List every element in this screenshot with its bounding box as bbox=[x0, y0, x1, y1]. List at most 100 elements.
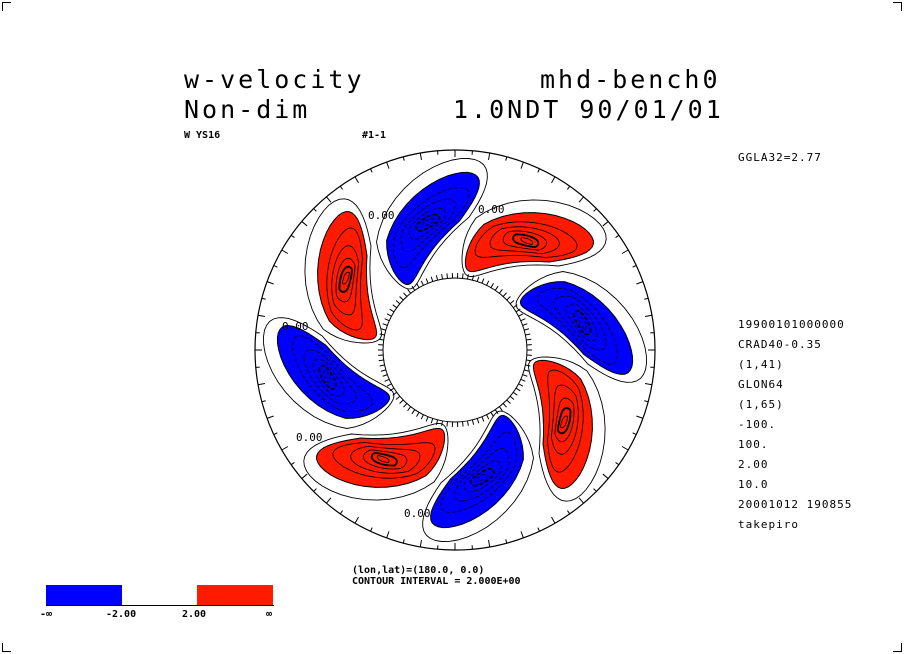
inner-boundary-tick bbox=[386, 383, 392, 387]
axis-tick bbox=[505, 539, 508, 544]
inner-boundary-tick bbox=[498, 289, 503, 294]
zero-contour-line bbox=[515, 271, 647, 383]
inner-boundary-tick bbox=[441, 274, 443, 280]
axis-tick bbox=[261, 400, 266, 403]
inner-boundary bbox=[382, 277, 528, 423]
contour-line bbox=[392, 187, 470, 269]
zero-contour-line bbox=[528, 356, 606, 502]
axis-tick bbox=[313, 208, 317, 212]
contour-line bbox=[536, 287, 618, 365]
inner-boundary-tick bbox=[515, 308, 521, 313]
positive-velocity-cell bbox=[317, 211, 378, 341]
axis-tick bbox=[290, 234, 295, 238]
corner-mark-bottom-left bbox=[2, 643, 11, 652]
axis-tick bbox=[281, 446, 289, 451]
colorbar-label-pos-inf: ∞ bbox=[266, 609, 273, 620]
axis-tick bbox=[551, 516, 556, 524]
axis-tick bbox=[313, 488, 317, 492]
inner-boundary-tick bbox=[518, 313, 524, 317]
inner-boundary-tick bbox=[476, 418, 480, 424]
metadata-list: 19900101000000 CRAD40-0.35 (1,41) GLON64… bbox=[738, 318, 852, 538]
axis-tick bbox=[257, 314, 266, 317]
contour-line bbox=[556, 407, 572, 435]
inner-boundary-tick bbox=[399, 399, 404, 404]
zero-contour-label: 0.00 bbox=[478, 203, 505, 216]
inner-boundary-tick bbox=[416, 283, 420, 288]
inner-boundary-tick bbox=[399, 296, 404, 301]
inner-boundary-tick bbox=[407, 406, 412, 411]
inner-boundary-tick bbox=[380, 328, 386, 331]
contour-line bbox=[370, 451, 398, 467]
contour-line bbox=[422, 218, 436, 226]
inner-boundary-tick bbox=[389, 308, 395, 313]
axis-tick bbox=[644, 400, 649, 403]
axis-tick bbox=[578, 497, 584, 504]
inner-boundary-tick bbox=[524, 328, 530, 331]
colorbar-label-neg-inf: -∞ bbox=[40, 609, 53, 620]
inner-boundary-tick bbox=[395, 395, 401, 400]
inner-boundary-tick bbox=[435, 419, 439, 425]
inner-boundary-tick bbox=[411, 409, 416, 415]
axis-tick bbox=[419, 152, 422, 161]
experiment-title: mhd-bench0 bbox=[540, 65, 721, 94]
zero-contour-label: 0.00 bbox=[282, 320, 309, 333]
metadata-line: 19900101000000 bbox=[738, 318, 845, 331]
zero-contour-line bbox=[304, 198, 382, 344]
axis-tick bbox=[339, 185, 343, 190]
colorbar-negative-segment bbox=[46, 585, 122, 605]
time-title: 1.0NDT 90/01/01 bbox=[453, 95, 724, 124]
contour-line bbox=[560, 415, 568, 429]
axis-tick bbox=[257, 383, 266, 386]
axis-tick bbox=[273, 432, 278, 435]
axis-tick bbox=[261, 297, 266, 300]
inner-boundary-tick bbox=[520, 318, 526, 322]
axis-tick bbox=[419, 539, 422, 548]
axis-tick bbox=[602, 473, 609, 479]
contour-line bbox=[376, 455, 390, 463]
axis-tick bbox=[266, 415, 274, 419]
inner-boundary-tick bbox=[524, 369, 530, 372]
inner-boundary-tick bbox=[425, 416, 429, 422]
inner-boundary-tick bbox=[526, 359, 532, 362]
contour-line bbox=[440, 431, 518, 513]
contour-line bbox=[550, 384, 579, 455]
inner-boundary-tick bbox=[425, 278, 429, 284]
inner-boundary-tick bbox=[389, 387, 395, 392]
inner-boundary-tick bbox=[526, 338, 532, 341]
inner-boundary-tick bbox=[502, 292, 507, 297]
metadata-line: takepiro bbox=[738, 518, 799, 531]
metadata-line: 20001012 190855 bbox=[738, 498, 853, 511]
inner-boundary-tick bbox=[481, 278, 485, 284]
inner-boundary-tick bbox=[486, 414, 490, 420]
metadata-line: 2.00 bbox=[738, 458, 769, 471]
colorbar-label-pos: 2.00 bbox=[182, 609, 207, 620]
axis-tick bbox=[488, 539, 491, 548]
inner-boundary-tick bbox=[378, 338, 384, 341]
variable-title: w-velocity bbox=[184, 65, 365, 94]
inner-boundary-tick bbox=[384, 378, 390, 382]
contour-line bbox=[579, 317, 587, 331]
inner-boundary-tick bbox=[441, 420, 443, 426]
metadata-line: (1,65) bbox=[738, 398, 784, 411]
inner-boundary-tick bbox=[462, 421, 464, 427]
axis-tick bbox=[402, 156, 405, 161]
contour-interval-label: CONTOUR INTERVAL = 2.000E+00 bbox=[352, 576, 521, 587]
axis-tick bbox=[593, 488, 597, 492]
axis-tick bbox=[354, 176, 359, 184]
inner-boundary-tick bbox=[392, 391, 398, 396]
inner-boundary-tick bbox=[382, 323, 388, 326]
inner-boundary-tick bbox=[512, 304, 518, 309]
contour-line bbox=[331, 245, 360, 316]
inner-boundary-tick bbox=[403, 403, 408, 408]
colorbar-baseline bbox=[46, 605, 274, 606]
colorbar-positive-segment bbox=[197, 585, 273, 605]
inner-boundary-tick bbox=[522, 323, 528, 326]
inner-boundary-tick bbox=[392, 304, 398, 309]
contour-line bbox=[512, 233, 540, 249]
inner-boundary-tick bbox=[467, 274, 469, 280]
contour-line bbox=[323, 369, 331, 383]
inner-boundary-tick bbox=[384, 318, 390, 322]
inner-boundary-tick bbox=[518, 383, 524, 387]
contour-line bbox=[312, 358, 345, 397]
